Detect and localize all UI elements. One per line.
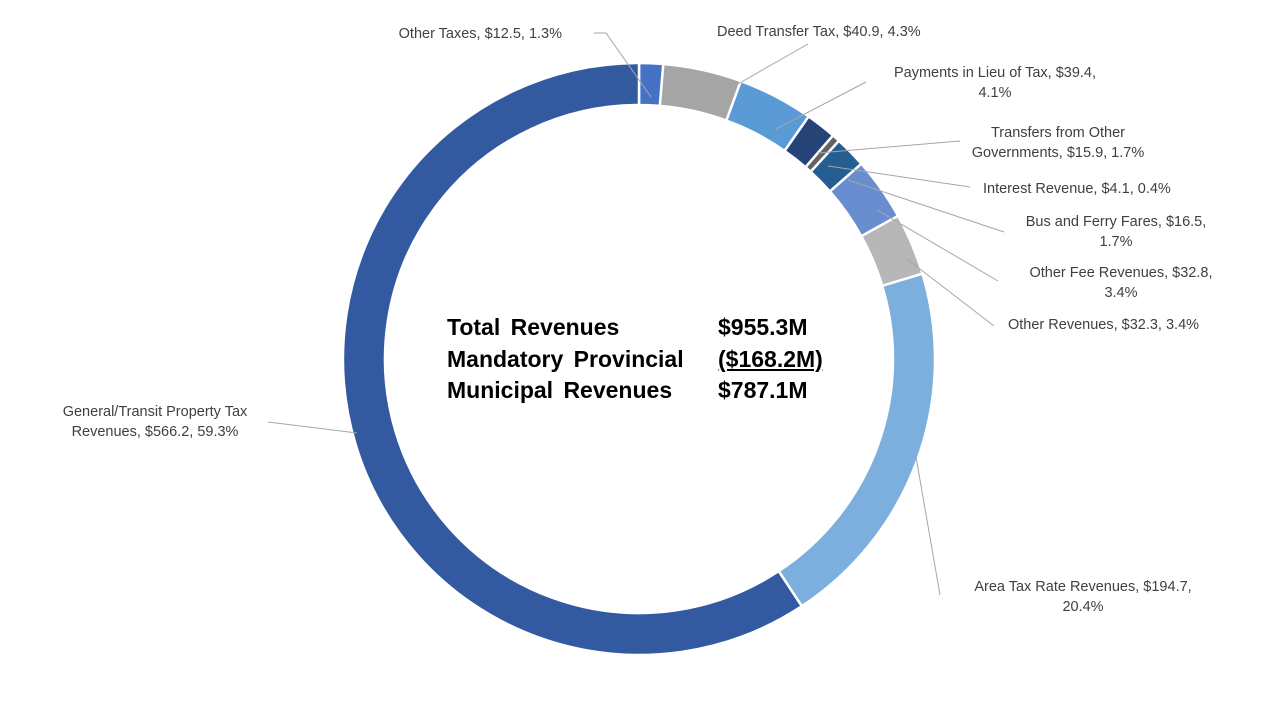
summary-row-municipal: Municipal Revenues $787.1M bbox=[447, 375, 823, 407]
leader-line bbox=[267, 421, 358, 434]
slice-data-label: Other Fee Revenues, $32.8, 3.4% bbox=[1030, 265, 1213, 301]
slice-label-line: General/Transit Property Tax bbox=[63, 404, 248, 420]
leader-line bbox=[707, 43, 809, 102]
leader-lines bbox=[267, 32, 1005, 596]
leader-line bbox=[876, 209, 999, 282]
summary-label: Municipal Revenues bbox=[447, 377, 673, 403]
summary-label: Total Revenues bbox=[447, 314, 620, 340]
slice-data-label: Other Taxes, $12.5, 1.3% bbox=[399, 26, 562, 42]
leader-line bbox=[906, 258, 995, 327]
slice-label-line: Bus and Ferry Fares, $16.5, bbox=[1026, 214, 1207, 230]
slice-label-line: Deed Transfer Tax, $40.9, 4.3% bbox=[717, 24, 921, 40]
slice-label-line: Payments in Lieu of Tax, $39.4, bbox=[894, 65, 1096, 81]
summary-row-provincial: Mandatory Provincial ($168.2M) bbox=[447, 344, 823, 376]
leader-line bbox=[817, 140, 961, 154]
slice-data-label: Area Tax Rate Revenues, $194.7, 20.4% bbox=[974, 579, 1191, 615]
slice-label-line: Revenues, $566.2, 59.3% bbox=[72, 424, 239, 440]
slice-label-line: Other Revenues, $32.3, 3.4% bbox=[1008, 317, 1199, 333]
leader-line bbox=[594, 32, 652, 98]
slice-data-label: Other Revenues, $32.3, 3.4% bbox=[1008, 317, 1199, 333]
slice-label-line: 1.7% bbox=[1099, 234, 1132, 250]
slice-label-line: 20.4% bbox=[1062, 599, 1103, 615]
slice-label-line: Other Taxes, $12.5, 1.3% bbox=[399, 26, 562, 42]
slice-data-label: Payments in Lieu of Tax, $39.4, 4.1% bbox=[894, 65, 1096, 101]
leader-line bbox=[827, 165, 971, 188]
donut-slice bbox=[341, 61, 804, 657]
summary-label: Mandatory Provincial bbox=[447, 345, 684, 372]
slice-data-label: Transfers from Other Governments, $15.9, … bbox=[972, 125, 1145, 161]
summary-value: ($168.2M) bbox=[718, 345, 823, 372]
summary-row-total: Total Revenues $955.3M bbox=[447, 312, 823, 344]
donut-slices bbox=[341, 61, 937, 657]
slice-data-label: Deed Transfer Tax, $40.9, 4.3% bbox=[717, 24, 921, 40]
slice-label-line: 3.4% bbox=[1104, 285, 1137, 301]
slice-label-line: Area Tax Rate Revenues, $194.7, bbox=[974, 579, 1191, 595]
slice-data-label: Bus and Ferry Fares, $16.5, 1.7% bbox=[1026, 214, 1207, 250]
summary-value: $955.3M bbox=[718, 314, 808, 340]
slice-data-label: Interest Revenue, $4.1, 0.4% bbox=[983, 181, 1171, 197]
slice-label-line: Interest Revenue, $4.1, 0.4% bbox=[983, 181, 1171, 197]
revenue-summary: Total Revenues $955.3M Mandatory Provinc… bbox=[447, 312, 823, 407]
slice-label-line: Governments, $15.9, 1.7% bbox=[972, 145, 1145, 161]
leader-line bbox=[775, 81, 867, 130]
slice-labels: Other Taxes, $12.5, 1.3% Deed Transfer Ta… bbox=[63, 24, 1213, 615]
slice-label-line: Other Fee Revenues, $32.8, bbox=[1030, 265, 1213, 281]
slice-label-line: Transfers from Other bbox=[991, 125, 1125, 141]
slice-label-line: 4.1% bbox=[978, 85, 1011, 101]
leader-line bbox=[914, 450, 941, 596]
summary-value: $787.1M bbox=[718, 377, 808, 403]
slice-data-label: General/Transit Property Tax Revenues, $5… bbox=[63, 404, 248, 440]
leader-line bbox=[847, 179, 1005, 233]
